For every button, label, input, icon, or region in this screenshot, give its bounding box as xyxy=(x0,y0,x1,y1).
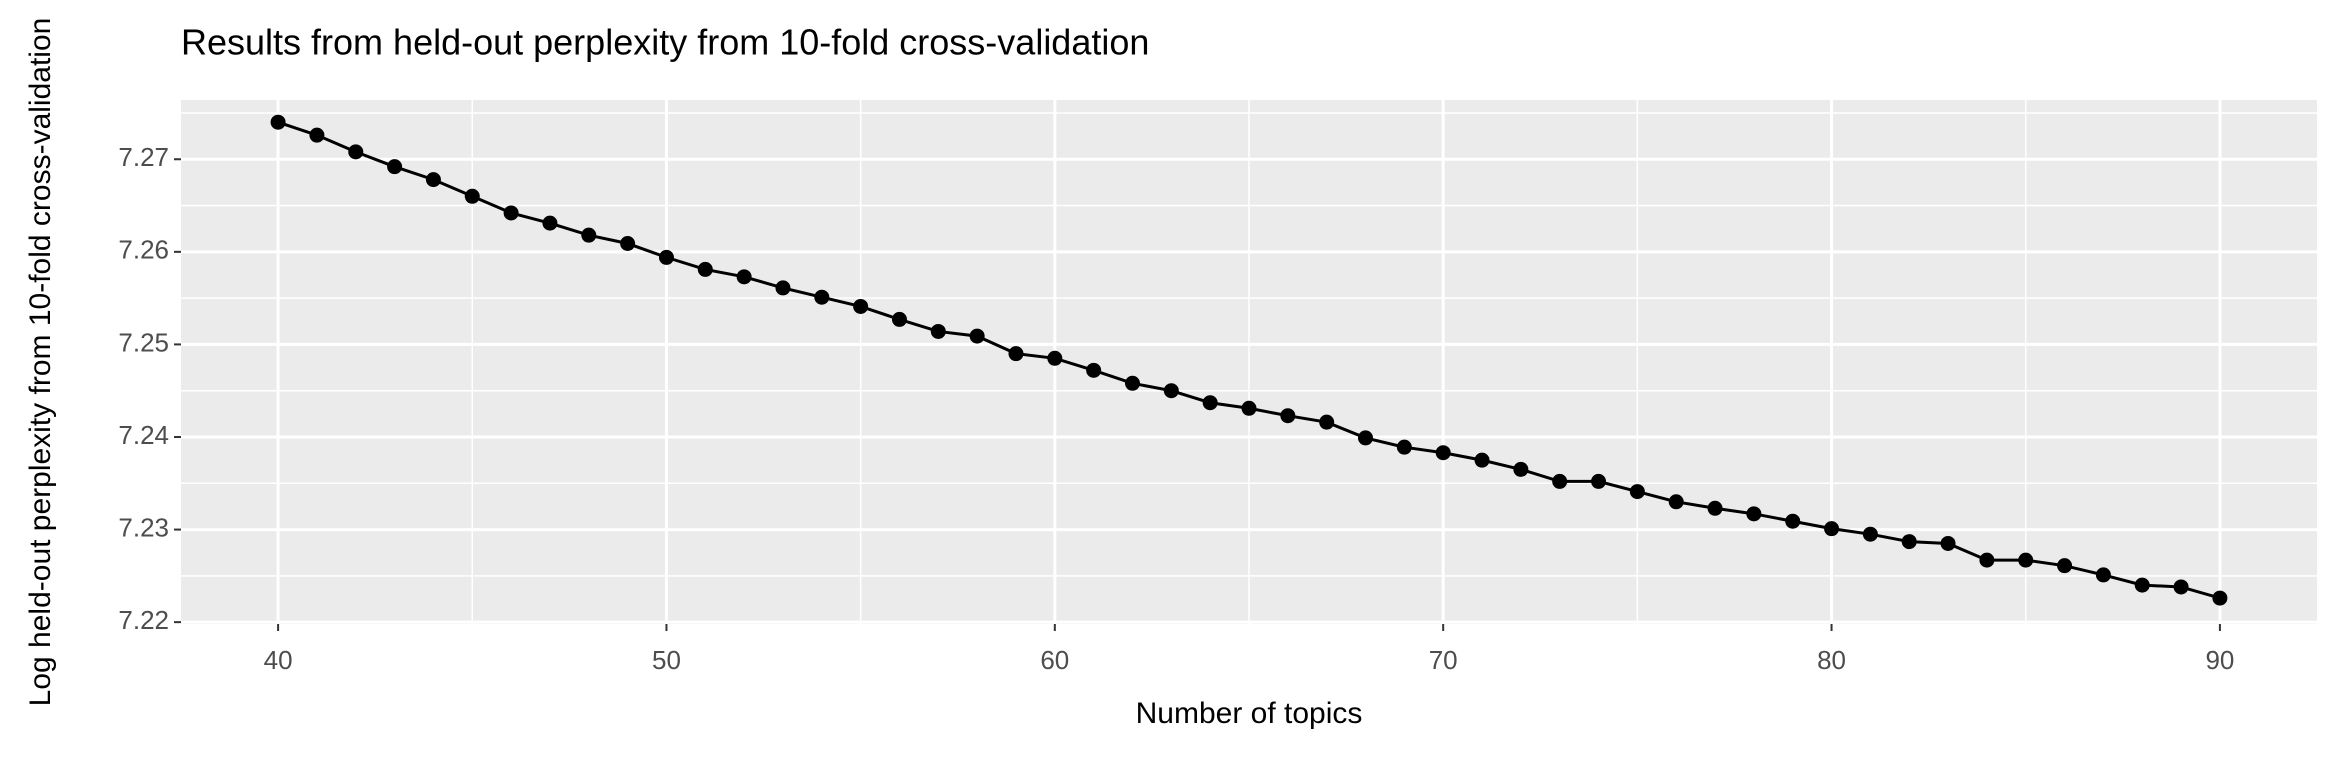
data-point xyxy=(1086,362,1102,378)
y-tick-label: 7.24 xyxy=(118,420,169,450)
data-point xyxy=(1513,461,1529,477)
data-point xyxy=(1591,473,1607,489)
x-tick-label: 70 xyxy=(1429,645,1458,675)
x-tick-label: 50 xyxy=(652,645,681,675)
data-point xyxy=(1707,500,1723,516)
y-tick-label: 7.22 xyxy=(118,605,169,635)
data-point xyxy=(1629,484,1645,500)
data-point xyxy=(775,280,791,296)
data-point xyxy=(658,249,674,265)
data-point xyxy=(1668,494,1684,510)
data-point xyxy=(1319,414,1335,430)
data-point xyxy=(1474,452,1490,468)
y-tick-label: 7.27 xyxy=(118,142,169,172)
data-point xyxy=(1785,513,1801,529)
data-point xyxy=(542,215,558,231)
data-point xyxy=(1979,552,1995,568)
data-point xyxy=(1824,521,1840,537)
x-tick-label: 60 xyxy=(1040,645,1069,675)
data-point xyxy=(891,311,907,327)
data-point xyxy=(2018,552,2034,568)
data-point xyxy=(270,114,286,130)
data-point xyxy=(1358,430,1374,446)
y-tick-label: 7.26 xyxy=(118,235,169,265)
data-point xyxy=(1552,473,1568,489)
data-point xyxy=(309,127,325,143)
data-point xyxy=(969,328,985,344)
data-point xyxy=(1435,445,1451,461)
data-point xyxy=(425,172,441,188)
data-point xyxy=(1396,439,1412,455)
data-point xyxy=(1241,400,1257,416)
data-point xyxy=(387,159,403,175)
chart-title: Results from held-out perplexity from 10… xyxy=(181,22,1149,63)
x-tick-label: 40 xyxy=(264,645,293,675)
data-point xyxy=(853,298,869,314)
data-point xyxy=(1940,535,1956,551)
data-point xyxy=(503,205,519,221)
data-point xyxy=(930,323,946,339)
data-point xyxy=(2057,558,2073,574)
data-point xyxy=(697,261,713,277)
data-point xyxy=(2212,590,2228,606)
data-point xyxy=(2173,579,2189,595)
data-point xyxy=(736,269,752,285)
data-point xyxy=(2095,567,2111,583)
data-point xyxy=(1008,346,1024,362)
x-tick-label: 80 xyxy=(1817,645,1846,675)
data-point xyxy=(1163,383,1179,399)
x-tick-label: 90 xyxy=(2205,645,2234,675)
data-point xyxy=(581,227,597,243)
data-point xyxy=(1746,506,1762,522)
y-axis-title: Log held-out perplexity from 10-fold cro… xyxy=(24,18,57,707)
y-tick-label: 7.25 xyxy=(118,327,169,357)
data-point xyxy=(1901,534,1917,550)
data-point xyxy=(2134,577,2150,593)
data-point xyxy=(464,188,480,204)
data-point xyxy=(1047,350,1063,366)
data-point xyxy=(1202,395,1218,411)
data-point xyxy=(814,289,830,305)
data-point xyxy=(1124,375,1140,391)
data-point xyxy=(620,235,636,251)
data-point xyxy=(1862,526,1878,542)
y-tick-label: 7.23 xyxy=(118,512,169,542)
data-point xyxy=(1280,408,1296,424)
data-point xyxy=(348,144,364,160)
x-axis-title: Number of topics xyxy=(1136,697,1363,730)
